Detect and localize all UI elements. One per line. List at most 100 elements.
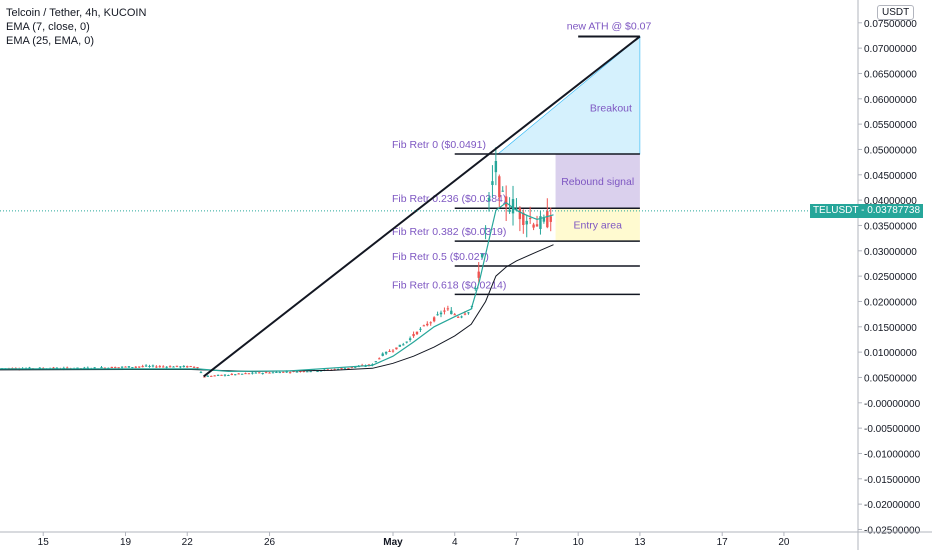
candle-body [456, 316, 460, 318]
candle-body [419, 328, 422, 330]
zone-entry-label: Entry area [573, 220, 622, 232]
candle-body [412, 333, 415, 337]
candle-body [158, 366, 162, 368]
candle-body [247, 373, 251, 375]
candle-body [525, 220, 528, 225]
x-tick-label: 22 [182, 537, 194, 548]
candle-body [515, 208, 518, 210]
candle-body [227, 375, 230, 377]
candle-body [549, 216, 552, 222]
candle-body [282, 371, 285, 373]
candle-body [38, 367, 41, 369]
candle-body [271, 372, 275, 374]
candle-body [28, 367, 31, 369]
y-tick-label: 0.06000000 [864, 95, 917, 106]
candle-body [234, 374, 237, 376]
candle-body [175, 365, 179, 367]
y-tick-label: -0.00000000 [864, 399, 921, 410]
candle-body [535, 224, 539, 227]
candle-body [93, 367, 96, 369]
price-tag-value: 0.03787738 [867, 204, 921, 216]
candle-body [230, 373, 234, 375]
candle-body [422, 325, 426, 327]
candle-body [210, 375, 213, 377]
candle-body [491, 181, 494, 185]
candle-body [278, 372, 282, 374]
candle-body [261, 373, 264, 375]
candle-body [539, 216, 542, 229]
y-tick-label: 0.01000000 [864, 348, 917, 359]
ath-label: new ATH @ $0.07 [567, 20, 652, 32]
candle-body [186, 366, 189, 368]
candle-body [408, 338, 412, 341]
candle-body [83, 367, 86, 369]
candle-body [148, 365, 151, 367]
candle-body [103, 367, 107, 369]
y-tick-label: 0.04000000 [864, 196, 917, 207]
y-tick-label: 0.03500000 [864, 221, 917, 232]
symbol-title: Telcoin / Tether, 4h, KUCOIN [6, 7, 147, 19]
x-tick-label: 19 [120, 537, 132, 548]
candle-body [436, 314, 439, 316]
x-tick-label: 13 [634, 537, 646, 548]
candle-body [66, 367, 69, 369]
candle-body [450, 310, 453, 315]
candle-body [384, 351, 388, 354]
candle-body [165, 366, 168, 368]
currency-button[interactable]: USDT [877, 5, 915, 20]
candle-body [141, 366, 144, 368]
candle-body [405, 341, 408, 343]
candle-body [223, 374, 227, 376]
candle-body [275, 371, 278, 373]
candle-body [508, 209, 511, 212]
x-axis[interactable]: 15 19 22 26 May 4 7 10 13 17 20 [0, 531, 932, 548]
candle-body [264, 372, 268, 374]
y-tick-label: 0.05000000 [864, 145, 917, 156]
candle-body [522, 212, 525, 225]
fib-label: Fib Retr 0 ($0.0491) [392, 139, 486, 151]
candle-body [172, 366, 175, 368]
y-axis[interactable]: 0.07500000 0.07000000 0.06500000 0.06000000… [857, 0, 921, 550]
fib-label: Fib Retr 0.5 ($0.027) [392, 251, 489, 263]
candle-body [432, 317, 436, 322]
fib-label: Fib Retr 0.236 ($0.0384) [392, 193, 506, 205]
candle-body [220, 374, 223, 376]
candle-body [134, 366, 137, 368]
candle-body [326, 369, 330, 371]
x-tick-label: 26 [264, 537, 276, 548]
candle-body [216, 374, 220, 376]
candle-body [487, 197, 491, 201]
x-tick-label: 10 [573, 537, 585, 548]
candle-body [295, 371, 299, 373]
candle-body [285, 371, 288, 373]
candle-body [254, 372, 258, 374]
candle-body [244, 373, 247, 375]
y-tick-label: -0.01000000 [864, 449, 921, 460]
ema-fast-legend: EMA (7, close, 0) [6, 21, 90, 33]
candle-body [52, 367, 55, 369]
candle-body [426, 323, 429, 326]
candle-body [546, 210, 549, 228]
candle-body [498, 176, 501, 198]
candle-body [347, 367, 350, 369]
candle-body [439, 312, 443, 315]
candle-body [292, 370, 295, 372]
chart-legend: Telcoin / Tether, 4h, KUCOIN EMA (7, clo… [6, 6, 146, 48]
candle-body [463, 313, 467, 315]
candle-body [162, 366, 165, 368]
candle-body [467, 312, 470, 314]
candle-body [504, 196, 508, 207]
candle-body [124, 366, 127, 368]
candle-body [542, 217, 546, 222]
y-tick-label: 0.02500000 [864, 272, 917, 283]
candle-body [131, 367, 134, 369]
x-tick-label: 17 [717, 537, 729, 548]
candle-body [237, 373, 240, 375]
candle-body [474, 287, 477, 289]
candle-body [127, 366, 131, 368]
last-price-tag: TELUSDT - 0.03787738 [810, 203, 923, 218]
candle-body [381, 353, 384, 356]
zone-rebound [555, 154, 640, 209]
candle-body [374, 361, 378, 363]
